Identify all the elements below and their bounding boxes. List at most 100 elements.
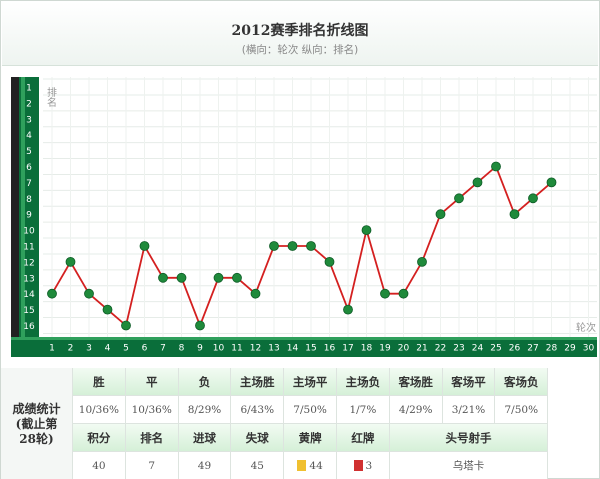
data-point [84, 288, 94, 299]
x-tick-label: 23 [453, 344, 464, 354]
stats-header-cell: 胜 [73, 368, 126, 396]
y-tick-label: 11 [23, 243, 34, 253]
y-tick-label: 2 [26, 99, 32, 109]
x-tick-label: 3 [86, 344, 92, 354]
data-point [343, 304, 353, 315]
stats-value-text: 44 [309, 459, 323, 472]
x-tick-label: 17 [342, 344, 353, 354]
stats-value-cell: 10/36% [73, 396, 126, 424]
stats-side-label: 成绩统计 (截止第 28轮) [1, 368, 73, 479]
stats-value-cell: 44 [284, 452, 337, 479]
stats-header-cell: 失球 [231, 424, 285, 452]
y-tick-label: 10 [23, 227, 35, 237]
y-tick-label: 13 [23, 274, 34, 284]
x-tick-label: 1 [49, 344, 55, 354]
yellow-card-icon [297, 460, 307, 471]
data-point [472, 177, 483, 188]
data-point [509, 209, 520, 220]
y-tick-label: 12 [23, 258, 34, 268]
stats-value-cell: 乌塔卡 [389, 452, 549, 479]
x-tick-label: 9 [197, 344, 203, 354]
stats-header-cell: 客场胜 [389, 368, 443, 396]
data-point [195, 320, 205, 331]
y-tick-label: 3 [26, 115, 32, 125]
data-point [528, 193, 538, 204]
stats-value-cell: 1/7% [337, 396, 390, 424]
data-point [324, 256, 335, 267]
stats-header-cell: 客场负 [495, 368, 549, 396]
stats-value-cell: 8/29% [178, 396, 232, 424]
stats-value-cell: 4/29% [389, 396, 443, 424]
data-point [176, 272, 187, 283]
x-tick-label: 28 [546, 344, 558, 354]
stats-header-cell: 红牌 [337, 424, 390, 452]
y-tick-label: 5 [26, 147, 32, 157]
y-axis-title: 排名 [45, 86, 57, 108]
stats-value-cell: 45 [231, 452, 285, 479]
data-point [158, 272, 168, 283]
x-tick-label: 29 [564, 344, 576, 354]
x-tick-label: 10 [213, 344, 225, 354]
y-tick-label: 7 [26, 179, 32, 189]
stats-value-cell: 10/36% [125, 396, 179, 424]
stats-value-cell: 40 [73, 452, 126, 479]
x-tick-label: 12 [250, 344, 261, 354]
data-point [47, 288, 57, 299]
stats-header-cell: 主场负 [337, 368, 390, 396]
stats-value-cell: 49 [178, 452, 232, 479]
x-tick-label: 22 [435, 344, 446, 354]
x-tick-label: 5 [123, 344, 129, 354]
data-point [269, 241, 279, 251]
x-tick-label: 20 [398, 344, 410, 354]
data-point [491, 161, 501, 172]
stats-header-cell: 平 [125, 368, 179, 396]
stats-header-cell: 负 [178, 368, 232, 396]
y-tick-label: 8 [26, 195, 32, 205]
x-tick-label: 6 [142, 344, 148, 354]
left-frame-bar [11, 77, 19, 357]
x-axis-title: 轮次 [576, 321, 596, 334]
x-tick-label: 15 [305, 344, 316, 354]
data-point [398, 288, 409, 299]
stats-header-cell: 积分 [73, 424, 126, 452]
x-tick-label: 18 [361, 344, 373, 354]
y-tick-label: 6 [26, 163, 32, 173]
x-tick-label: 30 [583, 344, 595, 354]
stats-value-cell: 7/50% [284, 396, 337, 424]
y-tick-label: 9 [26, 211, 32, 221]
stats-header-cell: 排名 [125, 424, 179, 452]
chart-subtitle: (横向：轮次 纵向：排名) [241, 44, 359, 56]
stats-value-cell: 3/21% [442, 396, 496, 424]
y-axis-bar-highlight [21, 77, 25, 337]
data-point [102, 304, 113, 315]
stats-value-cell: 3 [337, 452, 390, 479]
plot-background [11, 77, 597, 357]
data-point [250, 288, 261, 299]
data-point [454, 193, 464, 204]
stats-side-label-text: 成绩统计 (截止第 28轮) [12, 401, 61, 446]
data-point [121, 320, 131, 331]
x-tick-label: 2 [68, 344, 74, 354]
chart-title: 2012赛季排名折线图 [231, 23, 369, 39]
y-tick-label: 14 [23, 290, 35, 300]
red-card-icon [353, 460, 363, 471]
x-axis-bar-highlight [11, 337, 597, 340]
x-tick-label: 21 [416, 344, 427, 354]
data-point [306, 241, 316, 251]
x-tick-label: 8 [179, 344, 185, 354]
data-point [139, 241, 150, 251]
stats-header-cell: 进球 [178, 424, 232, 452]
x-tick-label: 11 [231, 344, 242, 354]
x-tick-label: 19 [379, 344, 391, 354]
stats-value-text: 3 [365, 459, 373, 472]
data-point [417, 256, 427, 267]
x-axis-bar [11, 337, 597, 357]
stats-header-cell: 客场平 [442, 368, 496, 396]
y-tick-label: 1 [26, 84, 32, 94]
x-tick-label: 25 [490, 344, 501, 354]
data-point [380, 288, 390, 299]
x-tick-label: 14 [287, 344, 299, 354]
x-tick-label: 24 [472, 344, 484, 354]
